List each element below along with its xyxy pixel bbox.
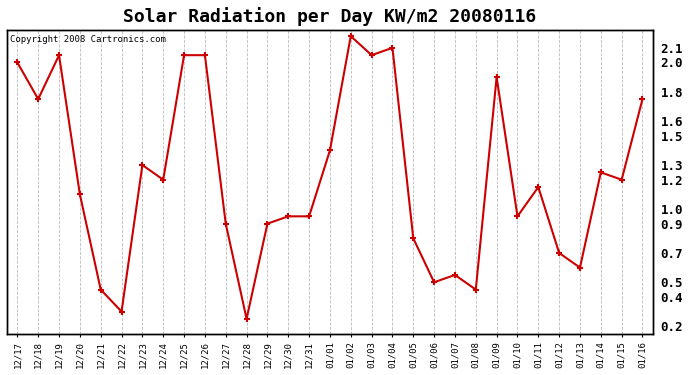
Title: Solar Radiation per Day KW/m2 20080116: Solar Radiation per Day KW/m2 20080116 xyxy=(124,7,537,26)
Text: Copyright 2008 Cartronics.com: Copyright 2008 Cartronics.com xyxy=(10,35,166,44)
